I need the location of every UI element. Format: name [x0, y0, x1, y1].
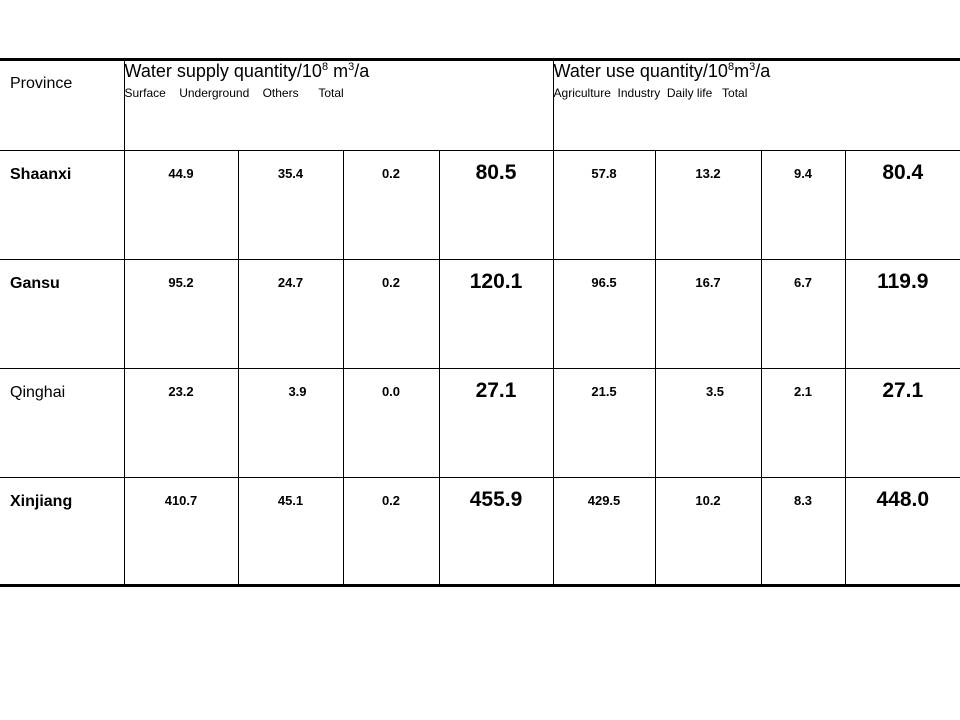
- province-cell: Shaanxi: [0, 150, 125, 260]
- agriculture-value: 57.8: [591, 166, 617, 181]
- table-row: Xinjiang 410.7 45.1 0.2 455.9 429.5 10.2…: [0, 477, 960, 587]
- others-value: 0.2: [381, 493, 401, 508]
- daily-life-cell: 6.7: [760, 259, 846, 369]
- underground-value: 35.4: [277, 166, 304, 181]
- use-title-prefix: Water use quantity/10: [553, 61, 728, 81]
- supply-total-cell: 455.9: [438, 477, 554, 587]
- use-total-value: 119.9: [877, 270, 929, 293]
- province-cell: Xinjiang: [0, 477, 125, 587]
- table-row: Gansu 95.2 24.7 0.2 120.1 96.5 16.7 6.7 …: [0, 259, 960, 369]
- agriculture-cell: 21.5: [552, 368, 656, 478]
- province-cell: Qinghai: [0, 368, 125, 478]
- use-sub-labels: Agriculture Industry Daily life Total: [553, 86, 748, 100]
- underground-value: 24.7: [277, 275, 304, 290]
- use-header-cell: Water use quantity/108m3/a Agriculture I…: [552, 58, 960, 151]
- others-cell: 0.2: [342, 477, 440, 587]
- underground-value: 3.9: [288, 384, 307, 399]
- underground-cell: 45.1: [237, 477, 344, 587]
- province-name: Gansu: [10, 275, 60, 292]
- industry-value: 3.5: [705, 384, 725, 399]
- province-name: Shaanxi: [10, 166, 72, 183]
- use-total-value: 448.0: [876, 488, 930, 511]
- industry-cell: 3.5: [654, 368, 762, 478]
- agriculture-value: 429.5: [587, 493, 621, 508]
- supply-title-prefix: Water supply quantity/10: [124, 61, 322, 81]
- others-cell: 0.2: [342, 259, 440, 369]
- others-cell: 0.2: [342, 150, 440, 260]
- agriculture-cell: 429.5: [552, 477, 656, 587]
- agriculture-cell: 96.5: [552, 259, 656, 369]
- use-header-title: Water use quantity/108m3/a: [554, 61, 960, 82]
- industry-value: 16.7: [695, 275, 721, 290]
- industry-value: 10.2: [695, 493, 721, 508]
- surface-cell: 44.9: [123, 150, 239, 260]
- agriculture-value: 21.5: [591, 384, 617, 399]
- surface-value: 23.2: [168, 384, 194, 399]
- surface-value: 410.7: [164, 493, 198, 508]
- others-value: 0.2: [381, 275, 401, 290]
- supply-total-cell: 120.1: [438, 259, 554, 369]
- supply-total-value: 120.1: [469, 270, 523, 293]
- supply-total-cell: 80.5: [438, 150, 554, 260]
- use-total-cell: 119.9: [844, 259, 960, 369]
- surface-value: 44.9: [168, 166, 194, 181]
- industry-value: 13.2: [695, 166, 721, 181]
- others-value: 0.2: [381, 166, 401, 181]
- use-total-cell: 448.0: [844, 477, 960, 587]
- daily-life-value: 8.3: [793, 493, 813, 508]
- use-total-cell: 27.1: [844, 368, 960, 478]
- use-total-cell: 80.4: [844, 150, 960, 260]
- agriculture-cell: 57.8: [552, 150, 656, 260]
- water-table-container: Province Water supply quantity/108 m3/a …: [0, 58, 960, 587]
- underground-value: 45.1: [277, 493, 304, 508]
- underground-cell: 3.9: [237, 368, 344, 478]
- supply-total-value: 80.5: [475, 161, 517, 184]
- use-total-value: 80.4: [882, 161, 924, 184]
- table-row: Qinghai 23.2 3.9 0.0 27.1 21.5 3.5 2.1 2…: [0, 368, 960, 478]
- supply-total-value: 455.9: [469, 488, 523, 511]
- industry-cell: 13.2: [654, 150, 762, 260]
- daily-life-cell: 2.1: [760, 368, 846, 478]
- supply-title-suffix: /a: [354, 61, 370, 81]
- others-value: 0.0: [381, 384, 401, 399]
- supply-header-title: Water supply quantity/108 m3/a: [125, 61, 553, 82]
- supply-sub-labels: Surface Underground Others Total: [124, 86, 344, 100]
- surface-value: 95.2: [168, 275, 194, 290]
- province-header-cell: Province: [0, 58, 125, 151]
- province-name: Qinghai: [10, 384, 66, 401]
- supply-title-unit-exp: 3: [348, 61, 355, 73]
- use-title-suffix: /a: [755, 61, 771, 81]
- industry-cell: 10.2: [654, 477, 762, 587]
- surface-cell: 410.7: [123, 477, 239, 587]
- use-title-unit: m: [734, 61, 750, 81]
- province-header: Province: [10, 75, 73, 92]
- header-row: Province Water supply quantity/108 m3/a …: [0, 58, 960, 151]
- industry-cell: 16.7: [654, 259, 762, 369]
- use-title-exp: 8: [727, 61, 735, 73]
- daily-life-value: 9.4: [793, 166, 813, 181]
- surface-cell: 23.2: [123, 368, 239, 478]
- supply-total-cell: 27.1: [438, 368, 554, 478]
- supply-total-value: 27.1: [475, 379, 517, 402]
- supply-header-cell: Water supply quantity/108 m3/a Surface U…: [123, 58, 554, 151]
- supply-title-exp: 8: [321, 61, 329, 73]
- underground-cell: 24.7: [237, 259, 344, 369]
- daily-life-cell: 9.4: [760, 150, 846, 260]
- underground-cell: 35.4: [237, 150, 344, 260]
- daily-life-value: 6.7: [793, 275, 813, 290]
- agriculture-value: 96.5: [591, 275, 617, 290]
- table-row: Shaanxi 44.9 35.4 0.2 80.5 57.8 13.2 9.4…: [0, 150, 960, 260]
- daily-life-cell: 8.3: [760, 477, 846, 587]
- province-cell: Gansu: [0, 259, 125, 369]
- daily-life-value: 2.1: [793, 384, 813, 399]
- water-supply-use-table: Province Water supply quantity/108 m3/a …: [0, 58, 960, 587]
- others-cell: 0.0: [342, 368, 440, 478]
- province-name: Xinjiang: [10, 493, 73, 510]
- surface-cell: 95.2: [123, 259, 239, 369]
- use-title-unit-exp: 3: [749, 61, 756, 73]
- use-total-value: 27.1: [882, 379, 924, 402]
- supply-title-unit: m: [328, 61, 349, 81]
